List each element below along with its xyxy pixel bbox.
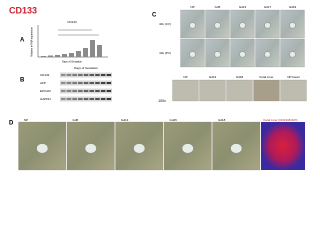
blot-band [61, 98, 66, 100]
row-label: 40x (PV) [159, 51, 171, 55]
vessel [264, 22, 271, 29]
bar-chart [37, 25, 108, 58]
blot-band [106, 90, 112, 92]
vessel [181, 143, 194, 154]
blot-band [66, 90, 72, 92]
blot-band [78, 90, 83, 92]
vessel [239, 22, 246, 29]
blot-band [72, 82, 77, 84]
micrograph [280, 79, 307, 102]
blot-band [83, 82, 89, 84]
column-label: Gd13 [121, 118, 129, 122]
blot-band [83, 74, 89, 76]
micrograph [253, 79, 280, 102]
column-label: Gd17 [264, 5, 272, 9]
blot-band [89, 90, 94, 92]
column-label: Gd19 [289, 5, 297, 9]
blot-band [95, 90, 100, 92]
vessel [84, 143, 97, 154]
vessel [239, 51, 246, 58]
vessel [289, 51, 296, 58]
blot-band [72, 74, 77, 76]
column-label: Gd5 [73, 118, 79, 122]
blot-band [106, 82, 112, 84]
blot-band [83, 90, 89, 92]
page: CD133 A CD133 Relative mRNA expression D… [9, 4, 307, 171]
vessel [264, 51, 271, 58]
column-label: Gd13 [239, 5, 247, 9]
row-label: 40x (CV) [159, 22, 171, 26]
vessel [36, 143, 49, 154]
blot-row-label: CD133 [40, 73, 50, 77]
column-label: Gd18 [236, 75, 244, 79]
y-label: Relative mRNA expression [31, 27, 34, 57]
panel-c: NP Gd5 Gd13 Gd17 Gd19 40x (CV) 40x (PV) NP Gd13 G… [158, 5, 307, 103]
vessel [189, 51, 196, 58]
column-label: NP Heart [287, 75, 299, 79]
blot-band [100, 82, 106, 84]
column-label: NP [190, 5, 194, 9]
vessel [289, 22, 296, 29]
blot-band [66, 74, 72, 76]
column-label: Gd5 [215, 5, 221, 9]
blot-band [89, 74, 94, 76]
blot-band [83, 98, 89, 100]
column-label: Gd18 [218, 118, 226, 122]
blot-band [66, 98, 72, 100]
vessel [189, 22, 196, 29]
panel-label: B [20, 78, 25, 84]
blot-band [95, 74, 100, 76]
blot-band [89, 82, 94, 84]
micrograph [172, 79, 199, 102]
blot-band [78, 82, 83, 84]
blot-band [61, 74, 66, 76]
blot-band [66, 82, 72, 84]
vessel [230, 143, 243, 154]
vessel [214, 22, 221, 29]
column-label: Fetal Liver (CD133/DAPI) [264, 118, 298, 122]
blot-row-label: AFP [40, 81, 46, 85]
blot-band [78, 98, 83, 100]
blot-band [61, 90, 66, 92]
blot-row-label: GAPDH [40, 97, 51, 101]
chart-title: CD133 [67, 20, 77, 24]
blot-band [78, 74, 83, 76]
blot-row-label: EPCAM [40, 89, 51, 93]
blot-band [106, 74, 112, 76]
blot-band [100, 98, 106, 100]
column-label: Gd13 [209, 75, 217, 79]
panel-label: C [152, 13, 157, 19]
blot-band [72, 98, 77, 100]
panel-label: A [20, 38, 25, 44]
blot-band [100, 74, 106, 76]
figure-title: CD133 [9, 5, 37, 15]
figure: CD133 A CD133 Relative mRNA expression D… [9, 4, 307, 171]
micrograph [226, 79, 253, 102]
vessel [133, 143, 146, 154]
blot-band [61, 82, 66, 84]
blot-band [95, 82, 100, 84]
panel-label: D [9, 121, 14, 127]
panel-d: NP Gd5 Gd13 Gd15 Gd18 Fetal Liver (CD133/DAPI… [18, 118, 305, 171]
western-blot: CD133 AFP EPCAM GAPDH [40, 72, 112, 102]
blot-band [95, 98, 100, 100]
vessel [214, 51, 221, 58]
x-label: Days of Gestation [62, 61, 82, 64]
fluorescence-image [261, 122, 305, 170]
column-label: Gd15 [170, 118, 178, 122]
column-label: Fetal Liver [259, 75, 273, 79]
blot-band [100, 90, 106, 92]
blot-band [89, 98, 94, 100]
blot-header: Days of Gestation [74, 66, 98, 70]
blot-band [72, 90, 77, 92]
column-label: NP [183, 75, 187, 79]
micrograph [199, 79, 226, 102]
column-label: NP [24, 118, 28, 122]
blot-band [106, 98, 112, 100]
row-label: 100x [158, 99, 166, 103]
